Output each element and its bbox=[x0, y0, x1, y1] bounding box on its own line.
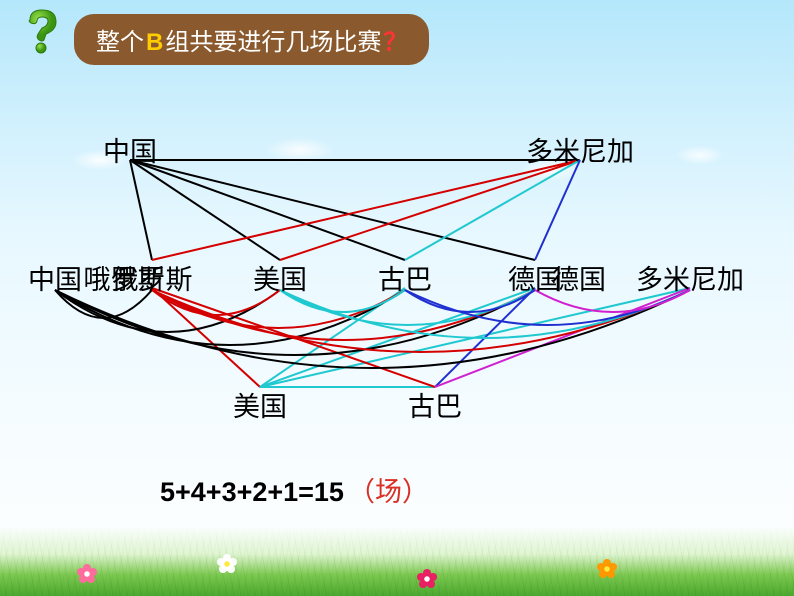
flower-deco bbox=[80, 567, 94, 581]
match-diagram: 中国多米尼加中国俄罗斯哦罗斯美国古巴德国德国多米尼加美国古巴 bbox=[0, 100, 794, 420]
node-label: 古巴 bbox=[408, 385, 462, 424]
title-highlight: B bbox=[146, 29, 163, 57]
node-label: 美国 bbox=[233, 385, 287, 424]
node-label: 中国 bbox=[103, 130, 157, 169]
node-label: 中国 bbox=[28, 258, 82, 297]
flower-deco bbox=[600, 562, 614, 576]
node-label: 多米尼加 bbox=[636, 258, 744, 297]
title-suffix: 组共要进行几场比赛 bbox=[165, 22, 381, 57]
grass-deco bbox=[0, 526, 794, 596]
formula-unit: （场） bbox=[348, 470, 429, 509]
title-banner: 整个 B 组共要进行几场比赛 ？ bbox=[74, 14, 429, 65]
node-label: 美国 bbox=[253, 258, 307, 297]
formula-lhs: 5+4+3+2+1=15 bbox=[160, 477, 344, 508]
node-label-overlap: 哦罗斯 bbox=[84, 258, 165, 297]
title-qmark: ？ bbox=[383, 22, 407, 57]
result-formula: 5+4+3+2+1=15 （场） bbox=[160, 470, 429, 509]
title-prefix: 整个 bbox=[96, 22, 144, 57]
node-label-overlap: 德国 bbox=[552, 258, 606, 297]
flower-deco bbox=[220, 557, 234, 571]
node-label: 多米尼加 bbox=[526, 130, 634, 169]
question-mark-icon bbox=[16, 6, 66, 56]
node-label: 古巴 bbox=[378, 258, 432, 297]
flower-deco bbox=[420, 572, 434, 586]
